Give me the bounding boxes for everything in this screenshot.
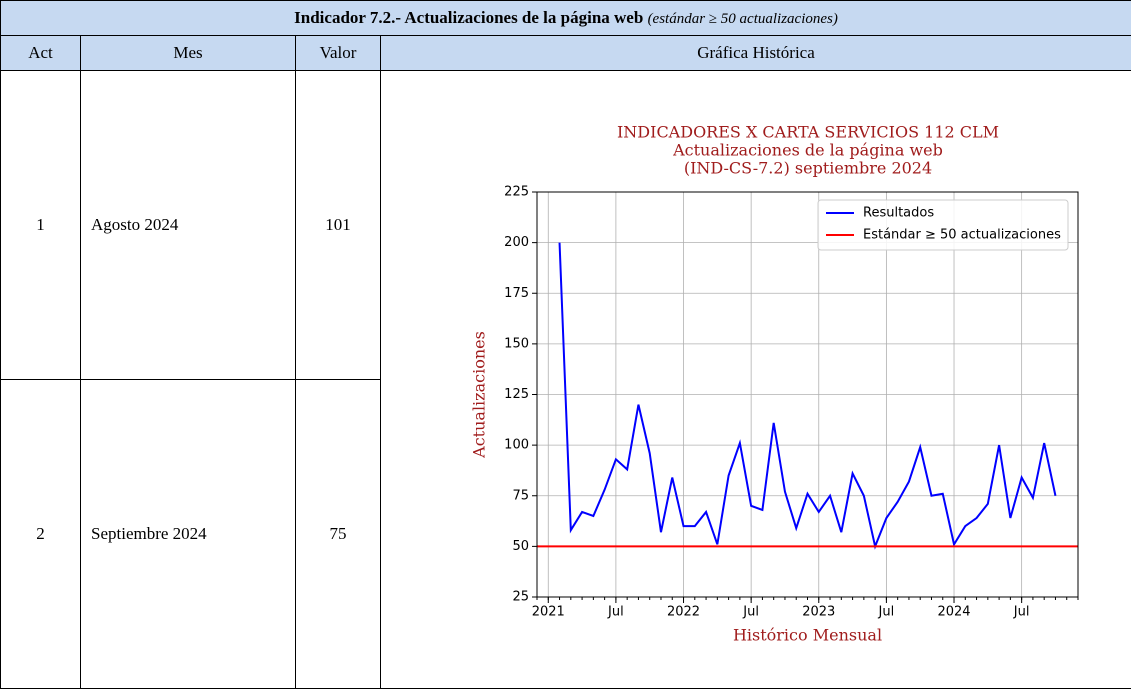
x-tick-label: Jul: [1013, 605, 1030, 620]
chart-title: (IND-CS-7.2) septiembre 2024: [684, 159, 932, 178]
y-tick-label: 175: [504, 286, 529, 301]
x-tick-label: Jul: [607, 605, 624, 620]
y-axis-label: Actualizaciones: [470, 331, 489, 459]
y-tick-label: 100: [504, 438, 529, 453]
legend-label: Resultados: [863, 206, 934, 221]
y-tick-label: 25: [512, 590, 529, 605]
x-tick-label: Jul: [742, 605, 759, 620]
x-tick-label: 2022: [667, 605, 700, 620]
y-tick-label: 225: [504, 185, 529, 200]
y-tick-label: 75: [512, 488, 529, 503]
y-tick-label: 200: [504, 235, 529, 250]
x-axis-label: Histórico Mensual: [733, 626, 882, 645]
chart-title: INDICADORES X CARTA SERVICIOS 112 CLM: [617, 123, 999, 142]
x-tick-label: Jul: [878, 605, 895, 620]
x-tick-label: 2024: [937, 605, 970, 620]
legend-box: [818, 200, 1068, 250]
x-tick-label: 2023: [802, 605, 835, 620]
y-tick-label: 125: [504, 387, 529, 402]
chart-title: Actualizaciones de la página web: [672, 141, 943, 160]
y-tick-label: 50: [512, 539, 529, 554]
y-tick-label: 150: [504, 336, 529, 351]
x-tick-label: 2021: [532, 605, 565, 620]
legend-label: Estándar ≥ 50 actualizaciones: [863, 228, 1061, 243]
